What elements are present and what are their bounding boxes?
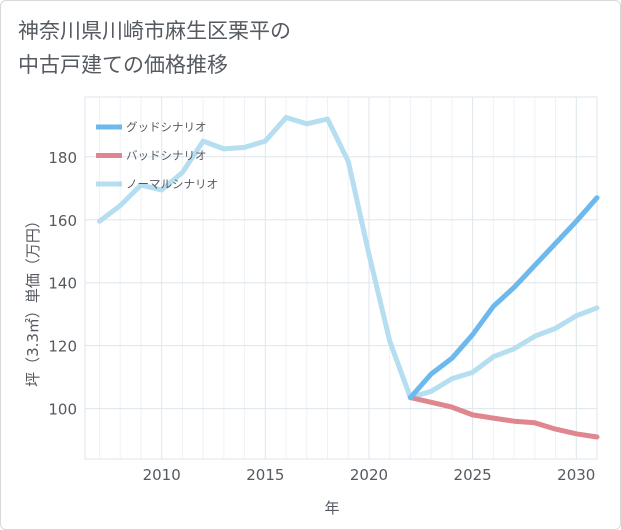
x-tick-labels: 2010 2015 2020 2025 2030 (143, 466, 596, 484)
x-tick-label: 2020 (350, 466, 388, 484)
x-axis-label: 年 (324, 499, 339, 517)
grid (84, 96, 598, 460)
legend-label: グッドシナリオ (126, 120, 207, 134)
series-line-1 (407, 195, 600, 401)
x-tick-label: 2030 (557, 466, 595, 484)
y-tick-label: 100 (48, 401, 77, 419)
series-line-2 (407, 395, 600, 440)
x-tick-label: 2025 (454, 466, 492, 484)
plot-area (84, 96, 598, 460)
y-tick-label: 180 (48, 149, 77, 167)
chart-title: 神奈川県川崎市麻生区栗平の 中古戸建ての価格推移 (18, 19, 291, 77)
x-tick-label: 2015 (246, 466, 284, 484)
x-tick-label: 2010 (143, 466, 181, 484)
legend-label: ノーマルシナリオ (126, 177, 218, 191)
y-tick-labels: 100 120 140 160 180 (48, 149, 77, 419)
series-lines (97, 115, 600, 440)
legend-label: バッドシナリオ (126, 149, 207, 163)
y-tick-label: 140 (48, 275, 77, 293)
series-line-3 (97, 115, 600, 401)
y-axis-label: 坪（3.3㎡）単価（万円） (24, 213, 42, 387)
y-tick-label: 120 (48, 338, 77, 356)
y-tick-label: 160 (48, 212, 77, 230)
